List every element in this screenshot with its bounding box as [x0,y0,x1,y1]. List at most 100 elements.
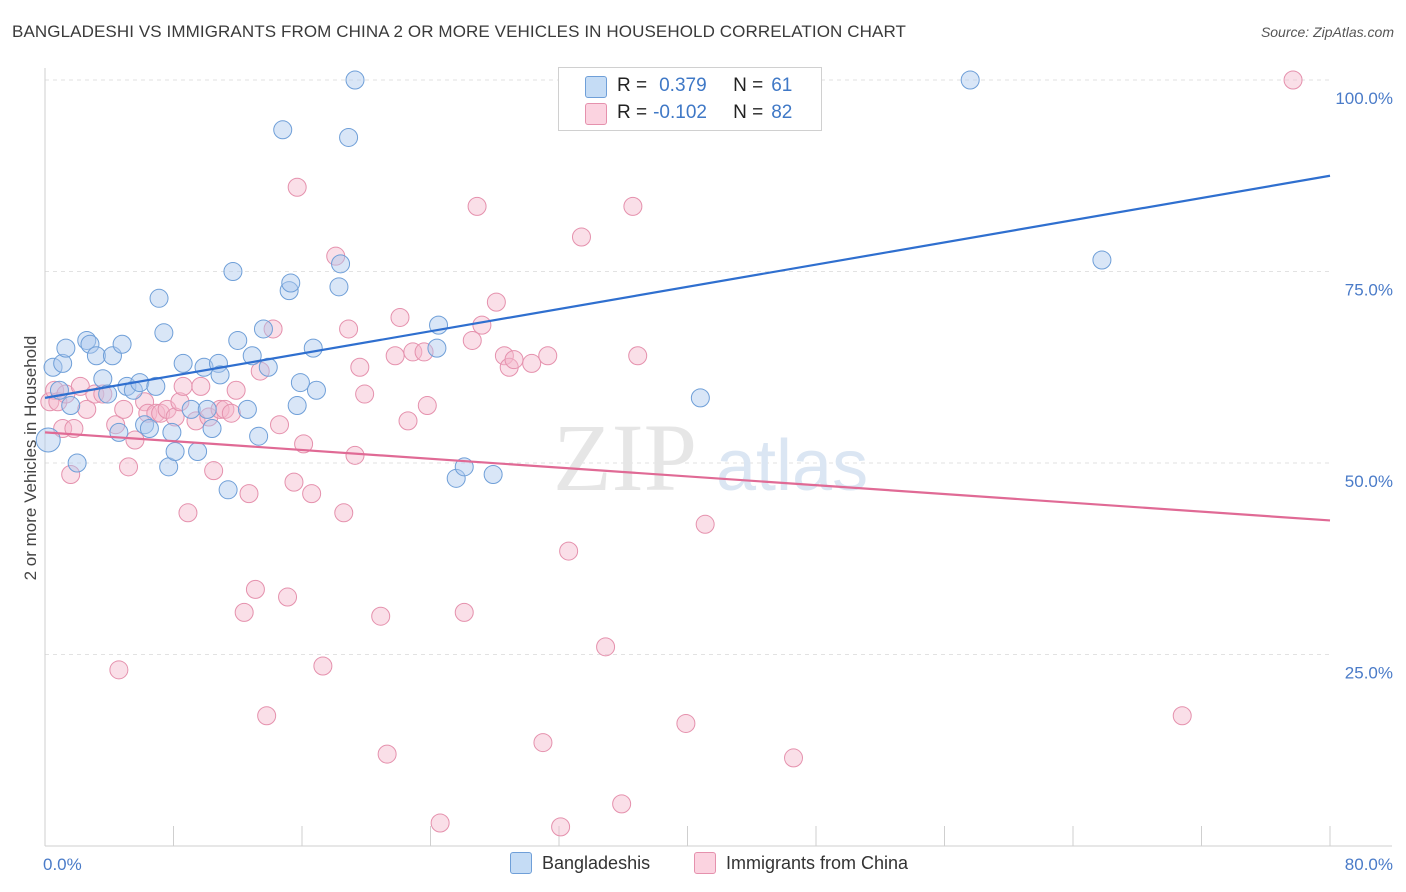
point-immigrants-china [371,606,391,626]
point-immigrants-china [109,660,129,680]
point-immigrants-china [287,177,307,197]
tick-labels: 25.0% 50.0% 75.0% 100.0% 0.0% 80.0% [43,89,1393,874]
point-bangladeshis [306,380,326,400]
point-immigrants-china [173,376,193,396]
point-immigrants-china [1283,70,1303,90]
point-immigrants-china [106,415,126,435]
point-bangladeshis [98,384,118,404]
legend-n-value: 61 [771,75,793,96]
point-immigrants-china [61,464,81,484]
point-immigrants-china [533,733,553,753]
point-bangladeshis [181,399,201,419]
x-tick-label: 80.0% [1345,855,1393,874]
point-bangladeshis [483,464,503,484]
point-immigrants-china [234,602,254,622]
point-bangladeshis [690,388,710,408]
chart-title: BANGLADESHI VS IMMIGRANTS FROM CHINA 2 O… [12,22,906,41]
point-immigrants-china [302,484,322,504]
point-immigrants-china [398,411,418,431]
legend-r-label: R = [617,102,648,123]
legend-r-value: 0.379 [659,75,707,96]
y-tick-label: 50.0% [1345,472,1393,491]
point-immigrants-china [559,541,579,561]
point-immigrants-china [454,602,474,622]
point-immigrants-china [334,503,354,523]
point-immigrants-china [571,227,591,247]
point-immigrants-china [390,307,410,327]
legend-n-value: 82 [771,102,793,123]
point-bangladeshis [249,426,269,446]
point-bangladeshis [279,281,299,301]
point-bangladeshis [237,399,257,419]
point-immigrants-china [257,706,277,726]
point-immigrants-china [467,196,487,216]
bottom-legend-swatch-pink [694,852,716,874]
watermark-zip: ZIP [553,404,697,511]
point-immigrants-china [551,817,571,837]
point-immigrants-china [178,503,198,523]
point-bangladeshis [303,338,323,358]
point-immigrants-china [377,744,397,764]
legend-swatch-blue [585,76,607,98]
point-bangladeshis [112,334,132,354]
legend-swatch-pink [585,103,607,125]
point-immigrants-china [695,514,715,534]
point-bangladeshis [202,419,222,439]
point-bangladeshis [61,396,81,416]
trendline-immigrants-china [44,431,1331,522]
point-immigrants-china [676,713,696,733]
point-bangladeshis [123,380,143,400]
point-immigrants-china [486,292,506,312]
point-immigrants-china [186,411,206,431]
point-bangladeshis [228,330,248,350]
point-bangladeshis [960,70,980,90]
point-bangladeshis [253,319,273,339]
point-bangladeshis [67,453,87,473]
watermark-atlas: atlas [716,426,868,506]
point-bangladeshis [427,338,447,358]
point-immigrants-china [472,315,492,335]
point-bangladeshis [210,365,230,385]
source-label: Source: ZipAtlas.com [1260,24,1394,40]
point-immigrants-china [403,342,423,362]
stats-legend: R = 0.379 N = 61 R = -0.102 N = 82 [558,67,822,131]
grid-lines [45,79,1330,655]
point-immigrants-china [414,342,434,362]
point-immigrants-china [170,392,190,412]
y-tick-label: 100.0% [1335,89,1393,108]
point-immigrants-china [263,319,283,339]
point-immigrants-china [204,461,224,481]
point-bangladeshis [149,288,169,308]
point-immigrants-china [417,396,437,416]
x-tick-label: 0.0% [43,855,82,874]
point-bangladeshis [43,357,63,377]
point-bangladeshis [446,468,466,488]
point-immigrants-china [135,392,155,412]
trendline-bangladeshis [44,174,1331,399]
point-bangladeshis [173,353,193,373]
point-bangladeshis [223,262,243,281]
point-immigrants-china [462,330,482,350]
point-immigrants-china [430,813,450,833]
point-bangladeshis [139,419,159,439]
legend-row-bangladeshis: R = 0.379 N = 61 [617,73,792,99]
point-immigrants-china [77,399,97,419]
point-immigrants-china [199,407,219,427]
point-bangladeshis [56,338,76,358]
point-bangladeshis [188,442,208,462]
point-immigrants-china [278,587,298,607]
y-tick-label: 75.0% [1345,281,1393,300]
point-immigrants-china [313,656,333,676]
point-bangladeshis [273,120,293,140]
point-immigrants-china [165,407,185,427]
point-bangladeshis [77,330,97,350]
point-immigrants-china [294,434,314,454]
bottom-legend-immigrants-china: Immigrants from China [694,850,908,876]
legend-n-label: N = [733,75,764,96]
point-immigrants-china [385,346,405,366]
legend-r-value: -0.102 [653,102,707,123]
point-bangladeshis [218,480,238,500]
point-immigrants-china [119,457,139,477]
point-immigrants-china [284,472,304,492]
